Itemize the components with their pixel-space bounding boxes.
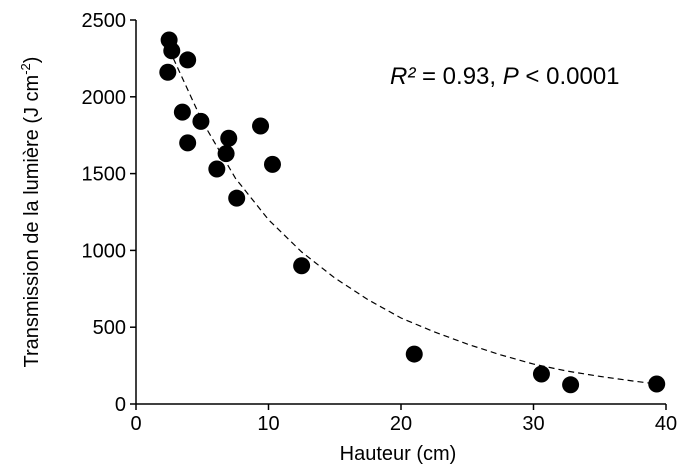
data-point (163, 42, 181, 60)
data-point (228, 189, 246, 207)
p-value: < 0.0001 (519, 63, 620, 90)
y-axis-title: Transmission de la lumière (J cm-2) (18, 57, 43, 368)
r-squared-label: R² (390, 63, 416, 90)
data-point (532, 365, 550, 383)
x-tick-label: 0 (130, 413, 141, 435)
data-point (220, 129, 238, 147)
data-point (293, 257, 311, 275)
y-tick-label: 2500 (82, 10, 127, 32)
y-tick-label: 2000 (82, 87, 127, 109)
data-point (159, 63, 177, 81)
data-point (217, 145, 235, 163)
data-point (192, 112, 210, 130)
y-tick-label: 0 (115, 394, 126, 416)
data-point (208, 160, 226, 178)
y-axis-title-main: Transmission de la lumière (J cm (21, 75, 43, 368)
y-axis-title-superscript: -2 (18, 63, 33, 75)
x-tick-label: 10 (257, 413, 279, 435)
x-tick-label: 40 (655, 413, 677, 435)
y-tick-label: 1500 (82, 164, 127, 186)
p-label: P (503, 63, 519, 90)
r-squared-value: = 0.93, (415, 63, 502, 90)
x-tick-label: 30 (522, 413, 544, 435)
data-point (252, 117, 270, 135)
data-point (179, 134, 197, 152)
y-axis-title-end: ) (21, 57, 43, 64)
y-tick-label: 500 (93, 317, 126, 339)
y-axis-ticks: 0 500 1000 1500 2000 2500 (82, 10, 136, 416)
x-axis-title: Hauteur (cm) (340, 443, 457, 465)
y-tick-label: 1000 (82, 240, 127, 262)
data-point (648, 375, 666, 393)
data-point (263, 155, 281, 173)
fit-statistics-annotation: R² = 0.93, P < 0.0001 (390, 63, 620, 90)
data-point (405, 345, 423, 363)
data-point (562, 376, 580, 394)
data-point (179, 51, 197, 69)
fit-curve (168, 48, 657, 385)
data-point (173, 103, 191, 121)
data-points (159, 31, 666, 394)
x-tick-label: 20 (390, 413, 412, 435)
x-axis-ticks: 0 10 20 30 40 (130, 404, 677, 435)
